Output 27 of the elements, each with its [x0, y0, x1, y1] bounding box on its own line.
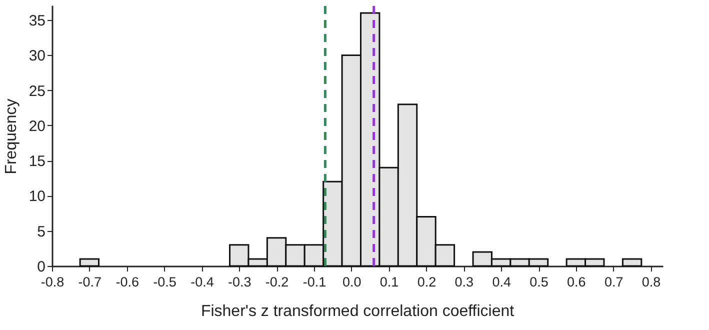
y-tick-label: 25: [28, 82, 46, 100]
x-tick-label: 0.2: [417, 274, 436, 290]
x-tick-label: 0.6: [567, 274, 586, 290]
x-tick-label: -0.4: [190, 274, 214, 290]
x-tick-label: -0.5: [153, 274, 176, 290]
y-tick-label: 20: [28, 118, 46, 135]
x-tick-label: 0.8: [642, 274, 661, 290]
x-tick-label: -0.7: [78, 274, 102, 290]
y-tick-label: 0: [37, 258, 46, 276]
x-tick-label: -0.6: [116, 274, 139, 290]
y-tick-label: 35: [28, 12, 46, 30]
x-tick-label: -0.2: [265, 274, 289, 290]
x-tick-label: 0.0: [342, 274, 362, 290]
y-tick-label: 15: [28, 153, 46, 170]
x-tick-label: 0.4: [492, 274, 512, 290]
x-tick-label: 0.7: [604, 274, 624, 290]
y-tick-label: 5: [37, 223, 46, 240]
y-axis-title: Frequency: [2, 98, 20, 174]
x-tick-label: -0.3: [228, 274, 252, 290]
x-tick-label: 0.1: [380, 274, 399, 290]
x-tick-label: -0.1: [302, 274, 326, 290]
x-tick-label: 0.3: [454, 274, 474, 290]
y-tick-label: 30: [28, 48, 46, 65]
x-tick-label: -0.8: [40, 274, 64, 290]
x-axis-title: Fisher's z transformed correlation coefficient: [200, 303, 515, 320]
x-tick-label: 0.5: [530, 274, 548, 290]
y-tick-label: 10: [28, 188, 46, 206]
